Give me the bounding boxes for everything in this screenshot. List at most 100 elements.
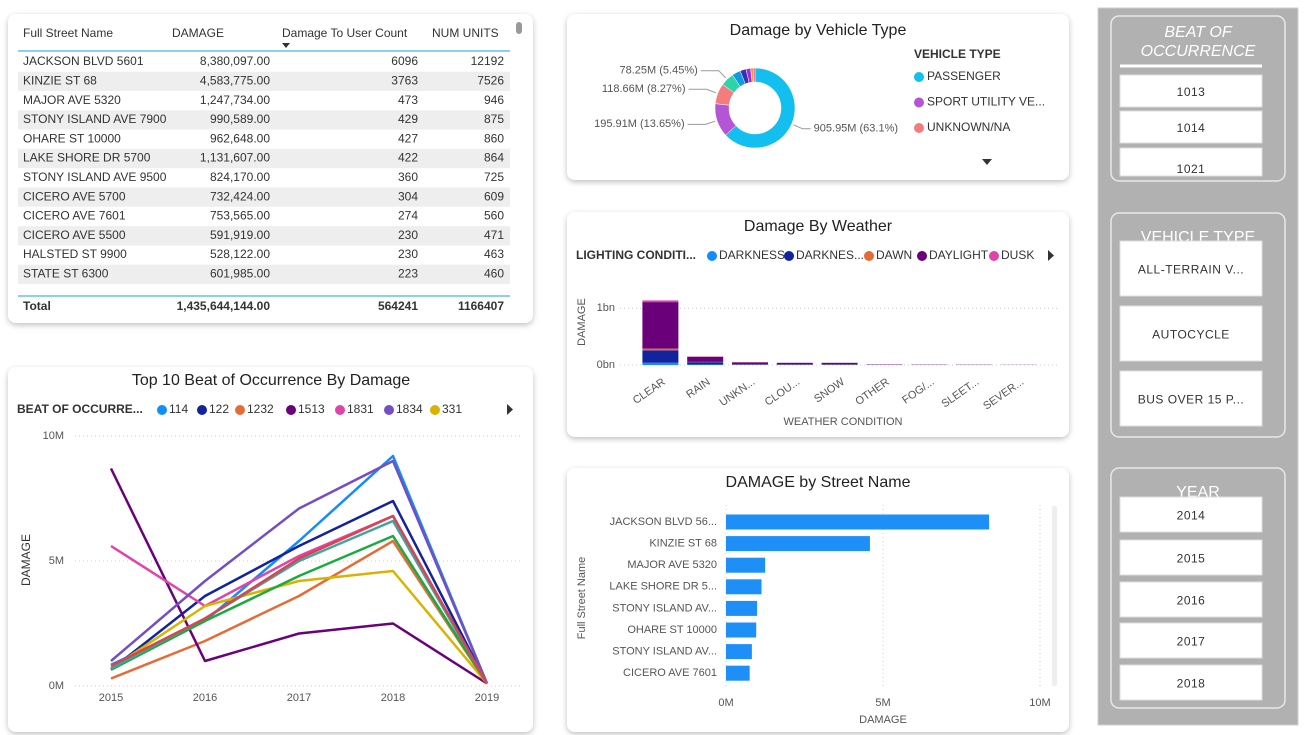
cell: OHARE ST 10000 [23, 131, 121, 145]
slicer-item[interactable] [1119, 305, 1263, 362]
bar [726, 557, 766, 573]
bar [726, 622, 757, 638]
slicer-item[interactable] [1119, 581, 1263, 618]
column-header: Full Street Name [23, 26, 113, 40]
slicer-item[interactable] [1119, 539, 1263, 576]
bar [726, 514, 990, 530]
cell: STATE ST 6300 [23, 266, 109, 280]
row-band [18, 148, 510, 169]
total-cell: 1,435,644,144.00 [177, 299, 271, 313]
legend-swatch [384, 405, 394, 415]
cell: JACKSON BLVD 5601 [23, 54, 144, 68]
slicer-item-label[interactable]: 2015 [1177, 552, 1206, 566]
line-series [110, 459, 489, 684]
y-tick-label: 0bn [597, 359, 615, 371]
slicer-item-label[interactable]: ALL-TERRAIN V... [1138, 263, 1244, 277]
legend-label: 1834 [396, 402, 423, 416]
slicer-item-label[interactable]: 1014 [1177, 121, 1206, 135]
bar-segment [687, 364, 724, 365]
cell: 7526 [477, 73, 504, 87]
chart-title: Damage by Vehicle Type [730, 22, 907, 39]
bar [726, 600, 758, 616]
slicer-item[interactable] [1119, 240, 1263, 297]
slicer-item[interactable] [1119, 622, 1263, 659]
street-card [567, 468, 1069, 732]
leader-line [688, 88, 717, 94]
legend-label: SPORT UTILITY VE... [927, 95, 1045, 109]
y-tick-label: LAKE SHORE DR 5... [609, 581, 717, 593]
y-axis-title: Full Street Name [576, 557, 588, 640]
data-label: 118.66M (8.27%) [602, 83, 686, 95]
y-tick-label: STONY ISLAND AV... [612, 602, 717, 614]
cell: 946 [484, 93, 504, 107]
cell: 274 [398, 209, 418, 223]
slicer-item[interactable] [1119, 370, 1263, 427]
slicer-item[interactable] [1119, 147, 1263, 177]
leader-line [700, 70, 727, 79]
bar-segment [642, 302, 679, 349]
total-cell: 1166407 [458, 299, 504, 313]
total-band [18, 296, 510, 318]
legend-label: 122 [209, 402, 229, 416]
bar [726, 536, 870, 552]
x-tick-label: 0M [718, 697, 733, 709]
slicer-item-label[interactable]: 1013 [1177, 85, 1206, 99]
x-axis-title: WEATHER CONDITION [784, 416, 903, 428]
table-card [8, 14, 533, 323]
slicer-item-label[interactable]: 2018 [1177, 677, 1206, 691]
legend-title: BEAT OF OCCURRE... [17, 402, 143, 416]
legend-swatch [864, 251, 874, 261]
leader-line [793, 124, 811, 130]
slicer-item-label[interactable]: AUTOCYCLE [1152, 328, 1230, 342]
bar-segment [776, 362, 813, 365]
slicer-item-label[interactable]: 2016 [1177, 594, 1206, 608]
slicer-item[interactable] [1119, 496, 1263, 533]
bar-segment [642, 362, 679, 365]
cell: 230 [398, 228, 418, 242]
y-tick-label: 1bn [597, 302, 615, 314]
cell: 864 [484, 151, 504, 165]
x-axis-title: DAMAGE [859, 714, 907, 726]
legend-more [982, 159, 992, 165]
cell: 230 [398, 247, 418, 261]
bar-segment [642, 348, 679, 351]
legend-label: DUSK [1001, 248, 1034, 262]
total-cell: 564241 [378, 299, 418, 313]
x-tick-label: 2015 [99, 692, 123, 704]
y-tick-label: OHARE ST 10000 [627, 624, 717, 636]
legend-swatch [286, 405, 296, 415]
line-card [8, 367, 533, 732]
legend-label: 1232 [247, 402, 274, 416]
slicer-item[interactable] [1119, 74, 1263, 108]
slicer-item[interactable] [1119, 664, 1263, 701]
cell: 725 [484, 170, 504, 184]
bar-segment [642, 300, 679, 303]
legend-swatch [914, 97, 924, 108]
slicer-item[interactable] [1119, 110, 1263, 144]
column-header: NUM UNITS [432, 26, 499, 40]
legend-label: DARKNES... [796, 248, 864, 262]
cell: 360 [398, 170, 418, 184]
cell: MAJOR AVE 5320 [23, 93, 121, 107]
x-tick-label: 10M [1029, 697, 1050, 709]
slicer-item-label[interactable]: BUS OVER 15 P... [1138, 393, 1245, 407]
y-tick-label: CICERO AVE 7601 [623, 667, 717, 679]
weather-card [567, 212, 1069, 437]
data-label: 195.91M (13.65%) [594, 118, 685, 130]
y-tick-label: KINZIE ST 68 [649, 538, 717, 550]
slicer-title-box: BEAT OF OCCURRENCE [1141, 24, 1256, 60]
leader-line [687, 120, 716, 125]
cell: 460 [484, 266, 504, 280]
cell: 422 [398, 151, 418, 165]
bar [726, 579, 762, 595]
slicer-item-label[interactable]: 1021 [1177, 162, 1206, 176]
slicer-item-label[interactable]: 2014 [1177, 509, 1206, 523]
cell: 6096 [391, 54, 418, 68]
donut-card [567, 14, 1069, 180]
slicer-title: YEAR [1176, 483, 1220, 501]
slicer-item-label[interactable]: 2017 [1177, 635, 1206, 649]
column-header: Damage To User Count [282, 26, 408, 40]
legend-title: LIGHTING CONDITI... [576, 248, 696, 262]
slicer-card [1110, 15, 1286, 182]
cell: 824,170.00 [210, 170, 270, 184]
